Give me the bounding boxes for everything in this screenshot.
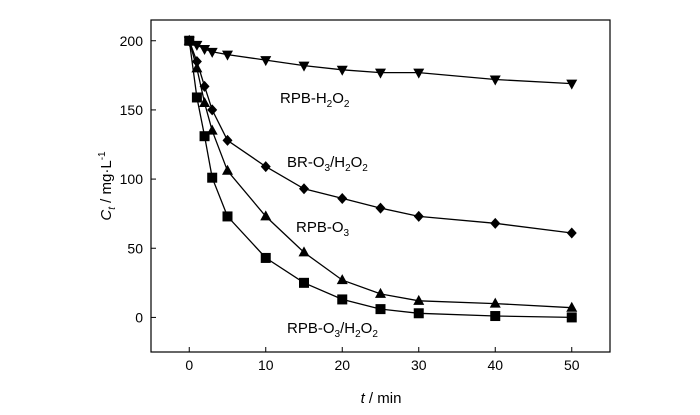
- series-label-rpb-o3: RPB-O3: [296, 219, 350, 239]
- data-point-s1-5: [260, 161, 271, 173]
- data-point-s1-1: [191, 56, 202, 67]
- y-tick-label: 200: [120, 33, 144, 49]
- data-point-s0-9: [413, 68, 425, 79]
- y-tick-label: 150: [120, 102, 144, 118]
- data-point-s2-11: [566, 301, 578, 312]
- data-point-s3-2: [199, 131, 210, 142]
- data-point-s0-4: [222, 50, 233, 61]
- data-point-s3-6: [299, 277, 309, 288]
- data-point-s0-10: [489, 75, 501, 86]
- series-line-3: [188, 40, 572, 319]
- data-point-s2-6: [298, 246, 310, 257]
- data-point-s2-7: [336, 274, 348, 285]
- series-markers: [183, 34, 578, 323]
- data-point-s3-10: [490, 311, 501, 322]
- y-tick-label: 0: [135, 309, 143, 325]
- data-point-s0-2: [199, 45, 211, 56]
- data-point-s3-5: [260, 252, 271, 263]
- plot-frame: [150, 19, 611, 353]
- data-point-s3-8: [375, 304, 386, 315]
- data-point-s3-4: [222, 211, 233, 222]
- series-line-2: [188, 40, 572, 309]
- data-point-s0-5: [260, 56, 272, 67]
- data-point-s2-2: [199, 97, 211, 107]
- data-point-s1-4: [222, 134, 233, 146]
- data-point-s0-8: [375, 68, 386, 79]
- series-label-rpb-h2o2: RPB-H2O2: [280, 90, 350, 110]
- series-line-1: [188, 40, 572, 234]
- data-point-s1-9: [413, 210, 424, 222]
- data-point-s3-9: [413, 308, 424, 319]
- x-tick-label: 0: [185, 357, 193, 373]
- data-point-s0-6: [298, 61, 310, 72]
- data-point-s1-10: [490, 217, 501, 229]
- y-tick-label: 50: [127, 240, 143, 256]
- data-point-s0-3: [206, 47, 218, 58]
- data-point-s2-9: [413, 294, 425, 305]
- data-point-s1-7: [337, 192, 348, 204]
- data-point-s3-7: [337, 294, 348, 305]
- x-tick-label: 10: [258, 357, 274, 373]
- data-point-s2-4: [222, 164, 233, 175]
- data-point-s0-7: [336, 65, 348, 76]
- data-point-s1-8: [375, 202, 386, 214]
- data-point-s3-0: [184, 35, 195, 46]
- data-point-s2-1: [191, 62, 203, 73]
- x-tick-label: 30: [411, 357, 427, 373]
- data-point-s2-8: [375, 287, 386, 298]
- data-point-s1-3: [207, 104, 218, 116]
- data-point-s3-3: [207, 172, 218, 183]
- x-axis-label: t / min: [361, 390, 402, 407]
- series-lines: [188, 40, 572, 319]
- data-point-s1-6: [299, 183, 309, 195]
- x-tick-label: 40: [487, 357, 503, 373]
- series-label-rpb-o3-h2o2: RPB-O3/H2O2: [287, 320, 378, 340]
- axis-ticks: 0 10 20 30 40 50 0 50 100 150 200: [120, 33, 580, 373]
- data-point-s3-1: [191, 92, 202, 103]
- data-point-s0-11: [566, 79, 578, 90]
- data-point-s2-5: [260, 210, 272, 221]
- x-tick-label: 20: [334, 357, 350, 373]
- data-point-s3-11: [566, 312, 577, 323]
- data-point-s1-2: [199, 80, 210, 92]
- y-tick-label: 100: [120, 171, 144, 187]
- y-axis-label: Ct / mg·L-1: [97, 151, 118, 221]
- x-tick-label: 50: [564, 357, 580, 373]
- series-label-br-o3-h2o2: BR-O3/H2O2: [287, 154, 368, 174]
- data-point-s2-10: [489, 297, 501, 308]
- data-point-s1-11: [566, 227, 577, 239]
